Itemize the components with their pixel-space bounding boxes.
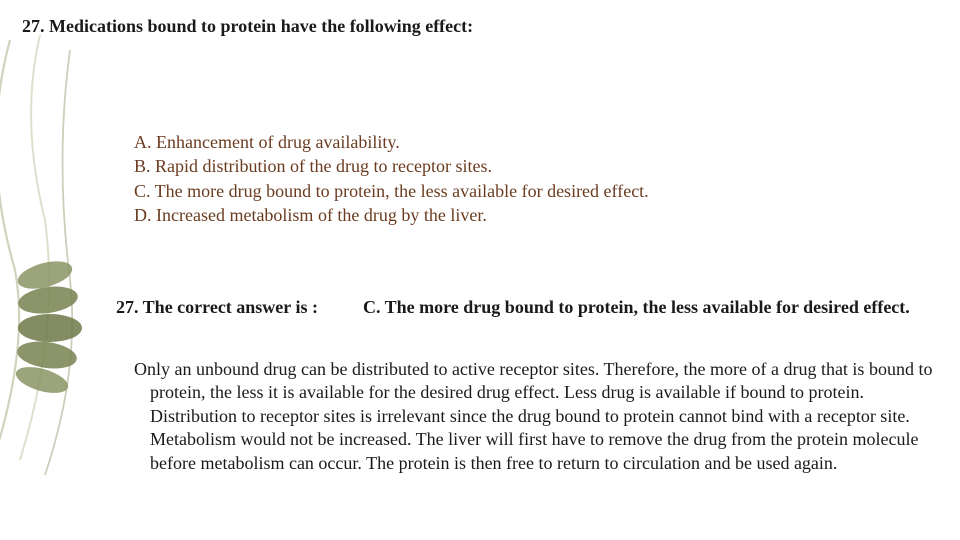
choice-d: D. Increased metabolism of the drug by t… (134, 203, 649, 227)
choice-c: C. The more drug bound to protein, the l… (134, 179, 649, 203)
answer-lead: 27. The correct answer is : (116, 297, 318, 317)
answer-text: C. The more drug bound to protein, the l… (363, 297, 910, 317)
answer-spacer (318, 297, 363, 317)
choice-a: A. Enhancement of drug availability. (134, 130, 649, 154)
answer-choices: A. Enhancement of drug availability. B. … (134, 130, 649, 227)
correct-answer: 27. The correct answer is : C. The more … (116, 296, 936, 319)
explanation-text: Only an unbound drug can be distributed … (118, 358, 943, 475)
choice-b: B. Rapid distribution of the drug to rec… (134, 154, 649, 178)
question-title: 27. Medications bound to protein have th… (22, 16, 473, 37)
